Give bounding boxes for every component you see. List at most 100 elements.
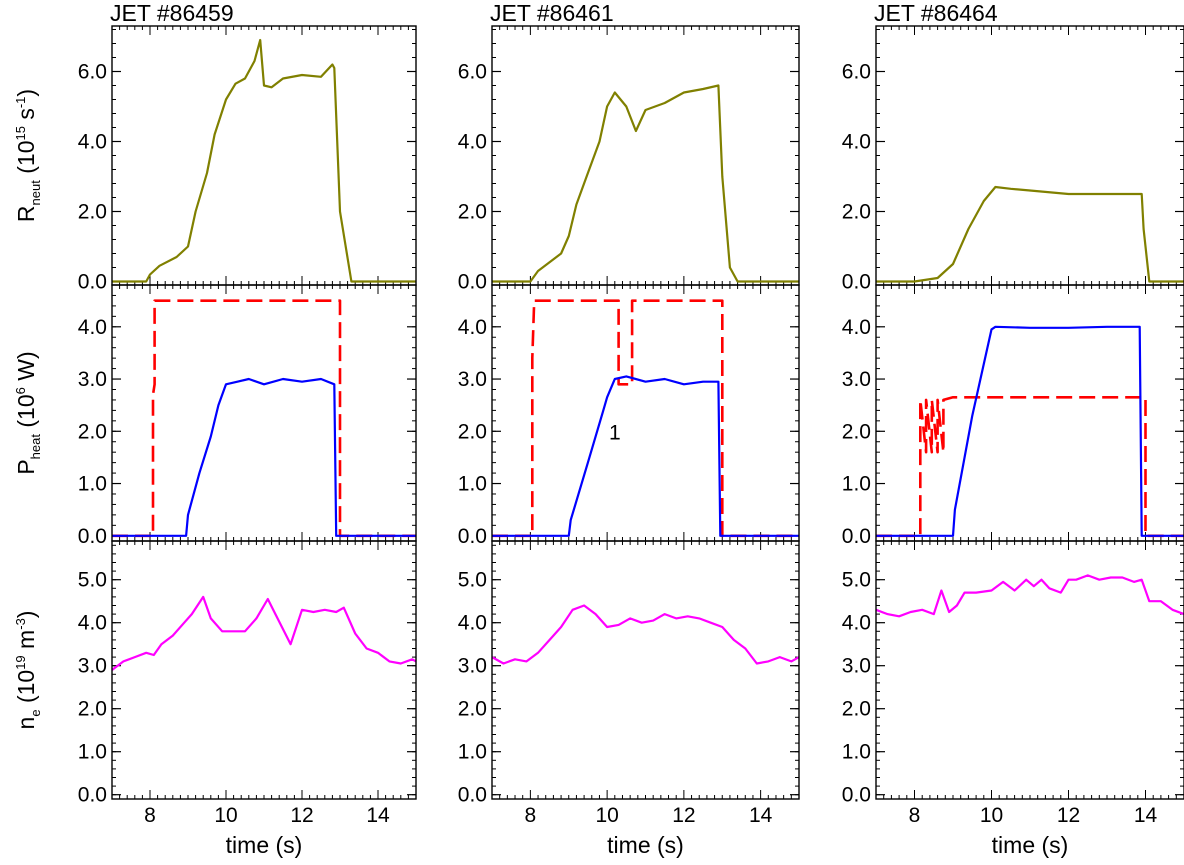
series-line-heat-86464-0 <box>876 396 1184 538</box>
row-label-neut: Rneut (1015 s-1) <box>13 89 43 222</box>
series-line-neut-86459-0 <box>112 38 416 283</box>
y-tick-label: 1.0 <box>78 741 107 764</box>
label-subscript: e <box>28 709 43 716</box>
label-base: n <box>13 717 39 730</box>
series-line-heat-86464-1 <box>876 325 1184 537</box>
x-tick-label: 8 <box>525 804 537 827</box>
label-unit-mid: W <box>13 359 39 387</box>
x-axis-label: time (s) <box>992 832 1069 858</box>
plot-frame <box>491 540 800 800</box>
x-tick-label: 14 <box>1134 804 1158 827</box>
x-tick-label: 10 <box>214 804 237 827</box>
panel-heat-86459: 0.0 1.0 2.0 3.0 4.0 <box>78 284 417 548</box>
y-tick-label: 4.0 <box>458 612 487 635</box>
label-unit: (10 <box>13 394 39 434</box>
label-subscript: heat <box>28 434 43 460</box>
y-tick-label: 2.0 <box>842 201 871 224</box>
plot-frame <box>875 25 1184 286</box>
y-tick-label: 3.0 <box>78 368 107 391</box>
y-tick-label: 2.0 <box>78 698 107 721</box>
x-tick-label: 12 <box>672 804 695 827</box>
series-line-neut-86464-0 <box>876 185 1184 283</box>
label-unit-mid: s <box>13 108 39 126</box>
y-tick-label: 3.0 <box>842 655 871 678</box>
x-axis-label: time (s) <box>226 832 303 858</box>
series-line-heat-86461-1 <box>492 375 799 537</box>
label-unit-close: ) <box>13 611 39 619</box>
x-axis-label: time (s) <box>607 832 684 858</box>
y-tick-label: 4.0 <box>842 131 871 154</box>
x-tick-label: 12 <box>1057 804 1080 827</box>
y-tick-label: 4.0 <box>78 131 107 154</box>
y-tick-label: 3.0 <box>458 655 487 678</box>
panel-neut-86461: 0.0 2.0 4.0 6.0 JET #86461 <box>458 0 800 294</box>
y-tick-label: 1.0 <box>842 741 871 764</box>
plot-frame <box>491 284 800 542</box>
y-tick-label: 0.0 <box>78 784 107 807</box>
x-tick-label: 8 <box>909 804 921 827</box>
y-tick-label: 2.0 <box>458 698 487 721</box>
y-tick-label: 5.0 <box>78 569 107 592</box>
y-tick-label: 3.0 <box>842 368 871 391</box>
y-tick-label: 0.0 <box>842 271 871 294</box>
y-tick-label: 1.0 <box>842 473 871 496</box>
label-unit-close: ) <box>13 89 39 97</box>
label-exponent: 6 <box>13 387 28 394</box>
label-exponent: 15 <box>13 126 28 140</box>
y-tick-label: 2.0 <box>78 420 107 443</box>
plot-frame <box>111 25 417 286</box>
label-exponent-2: -3 <box>13 618 28 630</box>
y-tick-label: 6.0 <box>458 61 487 84</box>
label-base: R <box>13 205 39 222</box>
y-tick-label: 1.0 <box>458 473 487 496</box>
y-tick-label: 5.0 <box>458 569 487 592</box>
series-line-ne-86461-0 <box>492 604 799 665</box>
x-tick-label: 10 <box>595 804 618 827</box>
y-tick-label: 0.0 <box>458 525 487 548</box>
series-line-heat-86461-0 <box>492 299 799 538</box>
shot-title: JET #86459 <box>110 0 234 26</box>
y-tick-label: 0.0 <box>842 525 871 548</box>
annotation-label: 1 <box>609 421 621 444</box>
y-tick-label: 0.0 <box>78 525 107 548</box>
panel-heat-86461: 0.0 1.0 2.0 3.0 4.0 <box>458 284 800 548</box>
y-tick-label: 1.0 <box>458 741 487 764</box>
y-tick-label: 6.0 <box>78 61 107 84</box>
plot-frame <box>491 25 800 286</box>
y-tick-label: 2.0 <box>842 698 871 721</box>
y-tick-label: 0.0 <box>458 271 487 294</box>
series-line-heat-86459-1 <box>112 377 416 537</box>
label-unit-close: ) <box>13 351 39 359</box>
plot-frame <box>111 540 417 800</box>
shot-title: JET #86461 <box>490 0 614 26</box>
y-tick-label: 4.0 <box>78 316 107 339</box>
panel-ne-86459: 0.0 1.0 2.0 3.0 4.0 5.0 8 10 12 14 time (s) <box>78 540 417 858</box>
label-unit-mid: m <box>13 630 39 656</box>
y-tick-label: 0.0 <box>78 271 107 294</box>
y-tick-label: 2.0 <box>842 420 871 443</box>
panel-heat-86464: 0.0 1.0 2.0 3.0 4.0 <box>842 284 1184 548</box>
y-tick-label: 3.0 <box>78 655 107 678</box>
y-tick-label: 0.0 <box>842 784 871 807</box>
panel-ne-86461: 0.0 1.0 2.0 3.0 4.0 5.0 8 10 12 14 time (s) <box>458 540 800 858</box>
y-tick-label: 0.0 <box>458 784 487 807</box>
x-tick-label: 12 <box>290 804 313 827</box>
row-label-ne: ne (1019 m-3) <box>13 611 43 730</box>
plot-frame <box>111 284 417 542</box>
y-tick-label: 4.0 <box>458 316 487 339</box>
y-tick-label: 6.0 <box>842 61 871 84</box>
label-exponent: 19 <box>13 655 28 669</box>
x-tick-label: 14 <box>366 804 390 827</box>
panel-neut-86459: 0.0 2.0 4.0 6.0 JET #86459 <box>78 0 417 294</box>
y-tick-label: 4.0 <box>842 316 871 339</box>
label-exponent-2: -1 <box>13 97 28 109</box>
y-tick-label: 1.0 <box>78 473 107 496</box>
label-base: P <box>13 459 39 474</box>
y-tick-label: 4.0 <box>78 612 107 635</box>
label-unit: (10 <box>13 141 39 181</box>
y-tick-label: 5.0 <box>842 569 871 592</box>
plot-frame <box>875 540 1184 800</box>
y-tick-label: 3.0 <box>458 368 487 391</box>
series-line-heat-86459-0 <box>112 299 416 538</box>
